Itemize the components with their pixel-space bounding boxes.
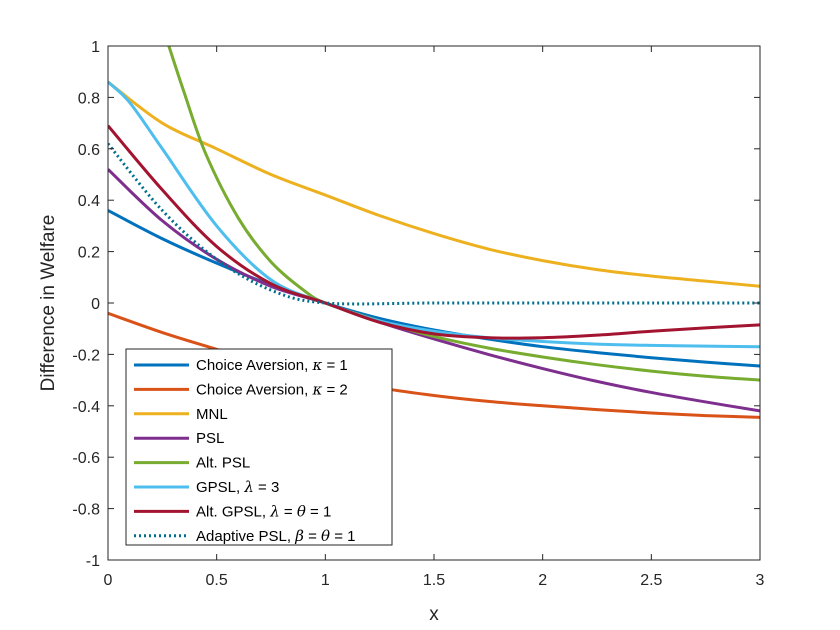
legend-label-4: Alt. PSL [196, 455, 250, 472]
legend: Choice Aversion, κ = 1 Choice Aversion, κ… [125, 348, 393, 546]
legend-label-0: Choice Aversion, κ = 1 [196, 356, 348, 374]
x-tick-label: 3 [756, 572, 765, 589]
series-layer [108, 46, 760, 419]
y-tick-label: -0.8 [72, 502, 100, 519]
y-tick-label: 0.6 [78, 142, 100, 159]
legend-label-3: PSL [196, 430, 224, 447]
y-tick-label: 0.2 [78, 245, 100, 262]
legend-label-5: GPSL, λ = 3 [196, 478, 279, 496]
x-tick-label: 2.5 [640, 572, 662, 589]
series-line-6 [108, 124, 760, 340]
x-tick-label: 2 [538, 572, 547, 589]
series-line-3 [108, 168, 760, 413]
y-tick-label: -0.2 [72, 347, 100, 364]
x-tick-label: 1.5 [423, 572, 445, 589]
y-tick-label: -1 [86, 553, 100, 570]
y-axis-label: Difference in Welfare [38, 215, 59, 392]
y-tick-label: 0.8 [78, 90, 100, 107]
y-tick-label: -0.6 [72, 450, 100, 467]
x-axis-label: x [429, 604, 439, 625]
y-tick-label: -0.4 [72, 399, 100, 416]
series-line-5 [108, 80, 760, 349]
x-tick-label: 0.5 [206, 572, 228, 589]
y-tick-label: 0 [91, 296, 100, 313]
legend-label-7: Adaptive PSL, β = θ = 1 [196, 527, 355, 545]
y-tick-label: 1 [91, 39, 100, 56]
legend-label-6: Alt. GPSL, λ = θ = 1 [196, 502, 331, 520]
tick-layer: 0 0.5 1 1.5 2 2.5 3 -1 -0.8 -0.6 -0.4 -0.2 0 0.2 0.4 0.… [72, 39, 764, 589]
series-line-7 [108, 142, 760, 306]
legend-label-1: Choice Aversion, κ = 2 [196, 380, 348, 398]
legend-label-2: MNL [196, 406, 228, 423]
series-line-2 [108, 80, 760, 288]
x-tick-label: 1 [321, 572, 330, 589]
y-tick-label: 0.4 [78, 193, 100, 210]
x-tick-label: 0 [104, 572, 113, 589]
